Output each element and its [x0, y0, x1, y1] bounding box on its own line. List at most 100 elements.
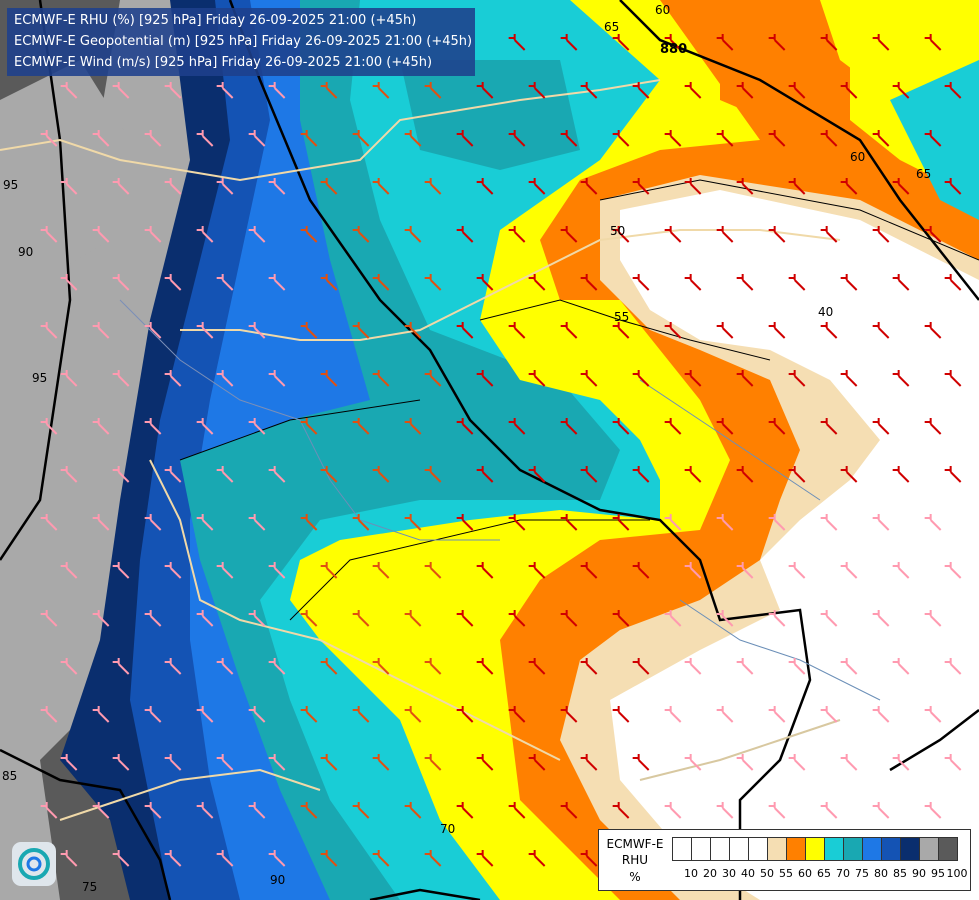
wind-barb: [268, 562, 286, 579]
wind-barb: [216, 82, 234, 99]
wind-barb: [736, 466, 754, 483]
wind-barb: [404, 226, 422, 243]
wind-barb: [508, 802, 526, 819]
wind-barb: [840, 274, 858, 291]
legend-tick-label: 100: [946, 867, 968, 880]
wind-barb: [404, 130, 422, 147]
wind-barb: [580, 178, 598, 195]
legend-swatch: [938, 837, 958, 861]
wind-barb: [508, 418, 526, 435]
wind-barb: [528, 754, 546, 771]
wind-barb: [248, 514, 266, 531]
wind-barb: [164, 370, 182, 387]
wind-barb: [924, 514, 942, 531]
wind-barb: [508, 322, 526, 339]
wind-barb: [164, 178, 182, 195]
legend-swatch: [843, 837, 863, 861]
wind-barb: [840, 658, 858, 675]
wind-barb: [40, 706, 58, 723]
wind-barb: [944, 274, 962, 291]
wind-barb: [476, 466, 494, 483]
wind-barb: [216, 658, 234, 675]
wind-barb: [840, 82, 858, 99]
wind-barb: [788, 82, 806, 99]
wind-barb: [196, 130, 214, 147]
wind-barb: [892, 466, 910, 483]
title-rhu: ECMWF-E RHU (%) [925 hPa] Friday 26-09-2…: [14, 13, 417, 28]
wind-barb: [164, 466, 182, 483]
rhu-contour-label: 85: [2, 769, 17, 783]
wind-barb: [788, 466, 806, 483]
rhu-contour-label: 55: [614, 310, 629, 324]
wind-barb: [612, 130, 630, 147]
wind-barb: [924, 34, 942, 51]
wind-barb: [424, 754, 442, 771]
wind-barb: [372, 466, 390, 483]
wind-barb: [268, 82, 286, 99]
wind-barb: [372, 754, 390, 771]
legend-swatch: [881, 837, 901, 861]
wind-barb: [112, 850, 130, 867]
wind-barb: [300, 706, 318, 723]
wind-barb: [892, 178, 910, 195]
wind-barb: [716, 610, 734, 627]
wind-barb: [872, 610, 890, 627]
wind-barb: [768, 802, 786, 819]
wind-barb: [580, 754, 598, 771]
wind-barb: [112, 466, 130, 483]
wind-barb: [196, 322, 214, 339]
wind-barb: [788, 754, 806, 771]
wind-barb: [664, 418, 682, 435]
legend-swatch: [748, 837, 768, 861]
wind-barb: [144, 130, 162, 147]
wind-barb: [60, 82, 78, 99]
legend-tick-label: 95: [931, 867, 945, 880]
wind-barb: [840, 370, 858, 387]
wind-barb: [580, 850, 598, 867]
wind-barb: [164, 850, 182, 867]
wind-barb: [924, 226, 942, 243]
wind-barb: [40, 322, 58, 339]
wind-barb: [92, 226, 110, 243]
wind-barb: [352, 706, 370, 723]
wind-barb: [300, 130, 318, 147]
wind-barb: [352, 610, 370, 627]
wind-barb: [372, 562, 390, 579]
wind-barb: [820, 226, 838, 243]
wind-barb: [476, 658, 494, 675]
wind-barb: [476, 274, 494, 291]
wind-barb: [528, 82, 546, 99]
wind-barb: [736, 370, 754, 387]
wind-barb: [424, 274, 442, 291]
wind-barb: [768, 706, 786, 723]
geopotential-contour-label: 880: [660, 42, 687, 57]
wind-barb: [476, 754, 494, 771]
wind-barb: [300, 610, 318, 627]
wind-barb: [840, 466, 858, 483]
wind-barb: [872, 226, 890, 243]
wind-barb: [164, 562, 182, 579]
wind-barb: [664, 34, 682, 51]
wind-barb: [456, 706, 474, 723]
wind-barb: [40, 226, 58, 243]
wind-barb: [944, 466, 962, 483]
wind-barb: [528, 274, 546, 291]
wind-barb: [248, 130, 266, 147]
wind-barb: [716, 226, 734, 243]
wind-barb: [112, 274, 130, 291]
wind-barb: [456, 226, 474, 243]
legend-swatch: [805, 837, 825, 861]
wind-barb: [716, 322, 734, 339]
wind-barb: [840, 754, 858, 771]
wind-barb: [92, 610, 110, 627]
wind-barb: [632, 274, 650, 291]
wind-barb: [476, 562, 494, 579]
wind-barb: [456, 610, 474, 627]
wind-barb: [736, 178, 754, 195]
wind-barb: [144, 418, 162, 435]
wind-barb: [92, 322, 110, 339]
wind-barb: [560, 610, 578, 627]
legend-swatch: [900, 837, 920, 861]
wind-barb: [216, 370, 234, 387]
rhu-contour-label: 60: [850, 150, 865, 164]
